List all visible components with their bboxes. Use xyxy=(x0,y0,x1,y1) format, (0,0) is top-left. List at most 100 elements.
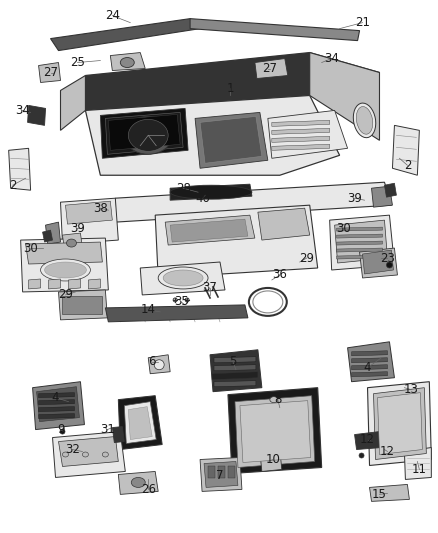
Ellipse shape xyxy=(158,267,208,289)
Ellipse shape xyxy=(359,453,364,458)
Polygon shape xyxy=(106,112,183,154)
Text: 25: 25 xyxy=(70,56,85,69)
Ellipse shape xyxy=(82,452,88,457)
Text: 38: 38 xyxy=(93,201,108,215)
Polygon shape xyxy=(85,53,379,110)
Text: 7: 7 xyxy=(216,469,224,482)
Text: 1: 1 xyxy=(226,82,234,95)
Polygon shape xyxy=(155,205,318,278)
Polygon shape xyxy=(190,19,360,41)
Polygon shape xyxy=(272,136,330,142)
Text: 13: 13 xyxy=(404,383,419,396)
Text: 4: 4 xyxy=(52,391,59,404)
Polygon shape xyxy=(85,95,339,175)
Polygon shape xyxy=(165,215,255,245)
Ellipse shape xyxy=(67,239,77,247)
Polygon shape xyxy=(68,279,81,289)
Text: 34: 34 xyxy=(324,52,339,65)
Polygon shape xyxy=(240,401,311,463)
Polygon shape xyxy=(100,108,188,158)
Polygon shape xyxy=(115,182,392,222)
Ellipse shape xyxy=(41,259,90,281)
Text: 10: 10 xyxy=(265,453,280,466)
Polygon shape xyxy=(228,387,321,473)
Polygon shape xyxy=(60,76,85,131)
Polygon shape xyxy=(371,186,392,207)
Polygon shape xyxy=(258,208,310,240)
Polygon shape xyxy=(108,115,180,150)
Ellipse shape xyxy=(173,298,177,302)
Ellipse shape xyxy=(131,478,145,487)
Polygon shape xyxy=(39,393,74,398)
Polygon shape xyxy=(363,250,393,274)
Polygon shape xyxy=(32,382,85,430)
Polygon shape xyxy=(214,373,256,379)
Text: 39: 39 xyxy=(347,192,362,205)
Polygon shape xyxy=(63,233,82,250)
Polygon shape xyxy=(355,432,381,449)
Polygon shape xyxy=(25,242,102,264)
Polygon shape xyxy=(255,59,288,78)
Ellipse shape xyxy=(163,270,203,286)
Text: 4: 4 xyxy=(364,361,371,374)
Polygon shape xyxy=(204,462,238,487)
Polygon shape xyxy=(335,220,388,263)
Polygon shape xyxy=(272,144,330,150)
Polygon shape xyxy=(352,358,388,363)
Ellipse shape xyxy=(170,185,252,199)
Polygon shape xyxy=(378,393,422,455)
Polygon shape xyxy=(50,19,200,51)
Polygon shape xyxy=(200,116,262,163)
Text: 23: 23 xyxy=(380,252,395,264)
Polygon shape xyxy=(9,148,31,190)
Polygon shape xyxy=(337,255,382,259)
Ellipse shape xyxy=(386,262,392,268)
Polygon shape xyxy=(272,120,330,126)
Text: 11: 11 xyxy=(412,463,427,476)
Polygon shape xyxy=(39,400,74,405)
Text: 35: 35 xyxy=(174,295,188,309)
Text: 2: 2 xyxy=(404,159,411,172)
Text: 39: 39 xyxy=(70,222,85,235)
Polygon shape xyxy=(310,53,379,140)
Polygon shape xyxy=(352,372,388,377)
Polygon shape xyxy=(337,234,382,238)
Bar xyxy=(208,466,215,479)
Text: 28: 28 xyxy=(176,182,191,195)
Text: 30: 30 xyxy=(23,241,38,255)
Polygon shape xyxy=(140,262,225,295)
Ellipse shape xyxy=(270,397,278,402)
Text: 30: 30 xyxy=(336,222,351,235)
Polygon shape xyxy=(272,128,330,134)
Polygon shape xyxy=(128,407,152,440)
Polygon shape xyxy=(214,357,256,363)
Ellipse shape xyxy=(128,119,168,151)
Ellipse shape xyxy=(185,298,189,302)
Polygon shape xyxy=(106,305,248,322)
Text: 2: 2 xyxy=(9,179,16,192)
Bar xyxy=(218,466,225,479)
Text: 40: 40 xyxy=(196,192,211,205)
Text: 12: 12 xyxy=(360,433,375,446)
Polygon shape xyxy=(214,381,256,386)
Polygon shape xyxy=(170,219,248,242)
Text: 6: 6 xyxy=(148,356,156,368)
Polygon shape xyxy=(118,472,158,495)
Polygon shape xyxy=(404,448,431,480)
Polygon shape xyxy=(385,183,396,197)
Polygon shape xyxy=(88,279,100,289)
Polygon shape xyxy=(200,457,242,491)
Polygon shape xyxy=(352,351,388,356)
Text: 14: 14 xyxy=(141,303,156,317)
Text: 29: 29 xyxy=(299,252,314,264)
Polygon shape xyxy=(260,449,282,472)
Polygon shape xyxy=(210,350,262,392)
Text: 32: 32 xyxy=(65,443,80,456)
Polygon shape xyxy=(39,62,60,83)
Ellipse shape xyxy=(60,429,65,434)
Ellipse shape xyxy=(120,58,134,68)
Text: 34: 34 xyxy=(15,104,30,117)
Polygon shape xyxy=(348,342,395,382)
Bar xyxy=(228,466,235,479)
Text: 36: 36 xyxy=(272,269,287,281)
